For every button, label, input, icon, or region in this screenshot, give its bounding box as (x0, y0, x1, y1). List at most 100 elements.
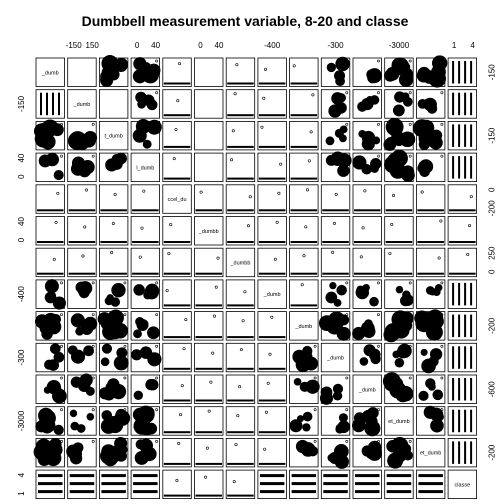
panel-frame (415, 89, 446, 119)
data-point (175, 479, 179, 483)
class-band (464, 441, 467, 464)
data-point (264, 67, 268, 71)
panel-frame (35, 342, 65, 373)
panel-5-12 (415, 216, 446, 246)
panel-frame (194, 311, 224, 341)
panel-3-4 (162, 152, 192, 183)
point-strip (322, 209, 349, 212)
data-point (123, 408, 127, 412)
data-point (246, 224, 250, 228)
point-cluster (339, 134, 347, 143)
data-point (123, 281, 127, 285)
panel-13-4 (162, 469, 192, 500)
data-point (311, 93, 315, 97)
point-cluster (418, 159, 434, 174)
data-point (466, 253, 470, 257)
panel-9-3 (130, 342, 162, 373)
panel-6-6: _dumbb (225, 247, 256, 278)
point-cluster (44, 279, 59, 294)
point-cluster (304, 356, 319, 371)
data-point (408, 91, 412, 95)
point-cluster (79, 373, 93, 387)
panel-10-13 (447, 374, 478, 404)
point-cluster (399, 131, 416, 148)
panel-0-5 (194, 57, 224, 87)
panel-3-6 (225, 152, 256, 183)
panel-frame (320, 406, 351, 436)
point-cluster (418, 390, 429, 401)
point-cluster (140, 422, 154, 436)
point-strip (290, 272, 318, 275)
data-point (361, 226, 365, 230)
class-band (464, 92, 467, 116)
panel-12-10 (352, 437, 383, 468)
data-point (270, 315, 274, 319)
point-strip (290, 209, 318, 212)
data-point (238, 385, 242, 389)
top-tick-label: 0 (198, 41, 203, 50)
point-cluster (426, 134, 439, 147)
data-point (331, 250, 335, 254)
panel-frame (162, 374, 192, 404)
data-point (440, 313, 444, 317)
panel-8-7 (257, 311, 287, 341)
point-cluster (325, 136, 335, 146)
class-band (452, 61, 455, 84)
point-strip (258, 272, 286, 275)
data-point (155, 313, 159, 317)
panel-5-3 (130, 216, 161, 246)
data-point (408, 123, 412, 126)
class-band (133, 490, 158, 494)
point-cluster (135, 91, 147, 104)
panel-frame (289, 184, 319, 214)
point-cluster (430, 418, 444, 433)
panel-frame (99, 89, 129, 119)
panel-frame (225, 374, 256, 404)
variable-label: ccel_du (168, 197, 187, 203)
top-tick-label: 150 (86, 41, 100, 50)
panel-9-10 (352, 342, 382, 373)
point-strip (227, 431, 254, 434)
class-band (470, 346, 473, 369)
panel-frame (67, 184, 97, 214)
panel-2-7 (257, 121, 287, 151)
panel-frame (130, 247, 161, 278)
class-band (386, 474, 412, 478)
panel-3-7 (257, 152, 287, 183)
panel-1-9 (320, 89, 351, 119)
panel-1-10 (352, 89, 382, 119)
point-cluster (116, 347, 128, 359)
class-band (323, 474, 348, 478)
data-point (165, 289, 169, 293)
point-cluster (302, 423, 311, 432)
point-cluster (83, 345, 94, 357)
data-point (91, 313, 95, 317)
point-cluster (402, 290, 411, 299)
panel-frame (320, 89, 351, 119)
panel-10-10: _dumb (352, 374, 382, 404)
panel-11-13 (447, 406, 478, 436)
panel-frame (289, 437, 319, 468)
panel-frame (130, 469, 161, 500)
panel-frame (35, 469, 65, 500)
point-strip (258, 336, 286, 339)
panel-frame (194, 152, 224, 183)
panel-7-7: _dumb (257, 279, 287, 309)
point-strip (195, 431, 222, 434)
point-cluster (146, 119, 162, 135)
panel-8-12 (414, 309, 446, 341)
panel-3-11 (384, 149, 415, 183)
point-strip (258, 209, 286, 212)
data-point (169, 223, 173, 227)
data-point (266, 381, 270, 385)
panel-6-5 (194, 247, 224, 278)
point-cluster (53, 351, 65, 363)
point-cluster (136, 318, 149, 331)
panel-1-0 (35, 89, 65, 119)
class-band (69, 490, 95, 494)
point-strip (195, 494, 222, 497)
panel-9-6 (225, 342, 256, 373)
data-point (178, 413, 182, 417)
panel-8-0 (35, 311, 65, 341)
right-tick-label: -150 (488, 64, 497, 81)
